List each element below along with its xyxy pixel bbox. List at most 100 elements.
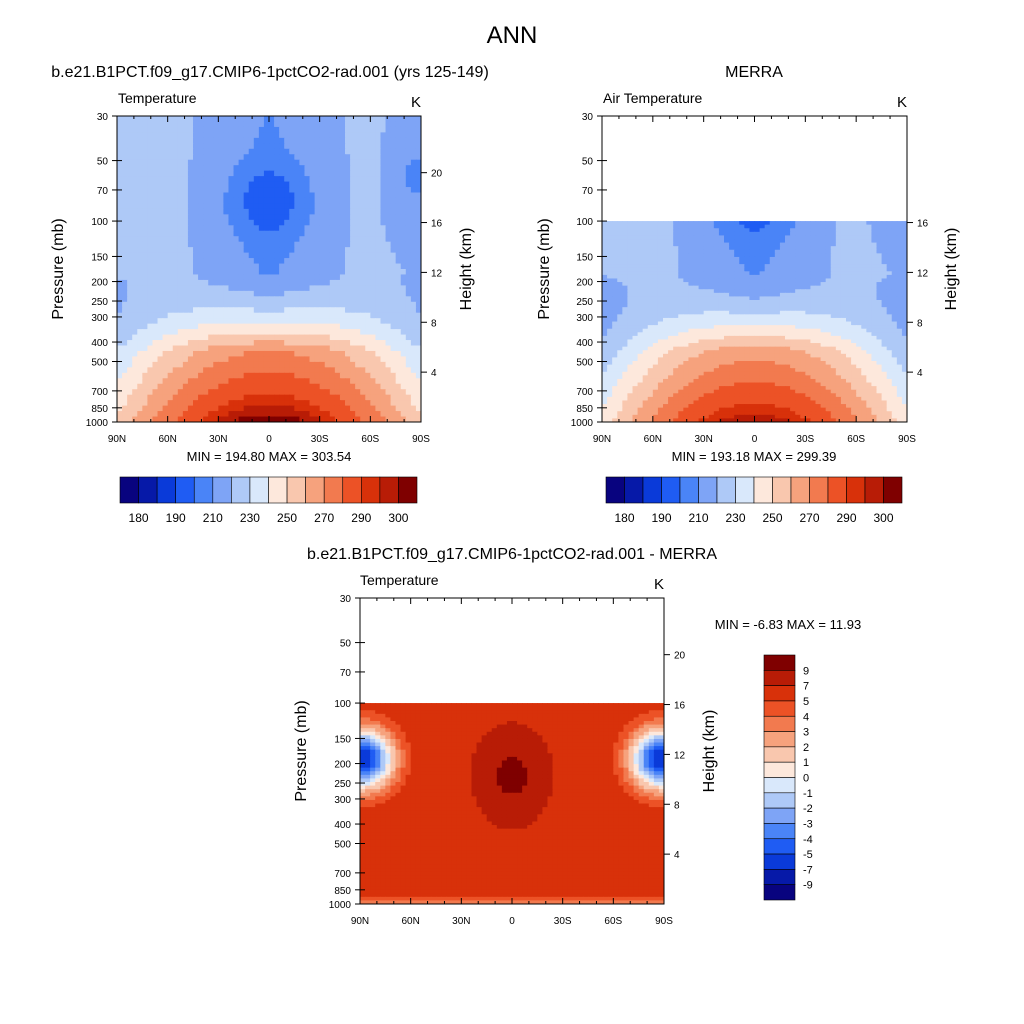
contour-cell — [861, 253, 867, 258]
contour-cell — [193, 154, 199, 161]
contour-cell — [294, 154, 300, 161]
contour-cell — [718, 267, 725, 272]
contour-cell — [233, 263, 240, 270]
contour-cell — [172, 143, 179, 150]
contour-cell — [835, 253, 842, 258]
contour-cell — [657, 253, 664, 258]
contour-cell — [203, 263, 209, 270]
contour-cell — [162, 372, 169, 379]
contour-cell — [329, 176, 336, 183]
contour-cell — [647, 256, 654, 262]
contour-cell — [263, 405, 270, 412]
contour-cell — [253, 389, 260, 396]
min-max-text: MIN = 194.80 MAX = 303.54 — [187, 449, 352, 464]
contour-cell — [319, 154, 326, 161]
contour-cell — [147, 181, 154, 188]
contour-cell — [415, 159, 421, 166]
contour-cell — [299, 323, 306, 330]
contour-cell — [193, 290, 199, 297]
contour-cell — [319, 219, 326, 226]
contour-cell — [415, 307, 421, 314]
contour-cell — [886, 292, 893, 298]
contour-cell — [167, 345, 174, 352]
contour-cell — [289, 236, 295, 243]
contour-cell — [304, 329, 311, 336]
contour-cell — [218, 230, 224, 237]
contour-cell — [258, 279, 265, 286]
contour-cell — [365, 301, 371, 308]
contour-cell — [350, 116, 356, 123]
contour-cell — [749, 253, 756, 258]
contour-cell — [137, 203, 143, 210]
contour-cell — [866, 246, 873, 251]
contour-cell — [415, 378, 421, 385]
contour-cell — [718, 221, 725, 226]
contour-cell — [617, 292, 623, 298]
contour-cell — [213, 258, 219, 265]
contour-cell — [345, 252, 351, 259]
contour-cell — [886, 224, 893, 229]
contour-cell — [243, 416, 250, 422]
contour-cell — [203, 329, 209, 336]
contour-cell — [122, 296, 128, 303]
contour-cell — [790, 292, 796, 298]
contour-cell — [314, 148, 321, 155]
contour-cell — [825, 253, 832, 258]
contour-cell — [314, 274, 321, 281]
contour-cell — [142, 170, 148, 177]
contour-cell — [375, 350, 382, 358]
contour-cell — [871, 249, 878, 254]
contour-cell — [410, 400, 417, 407]
contour-cell — [137, 148, 143, 155]
contour-cell — [172, 192, 179, 199]
contour-cell — [627, 221, 634, 226]
contour-cell — [410, 159, 417, 166]
contour-cell — [177, 225, 184, 232]
contour-cell — [213, 143, 219, 150]
contour-cell — [617, 274, 623, 280]
contour-cell — [764, 271, 771, 276]
contour-cell — [339, 285, 346, 292]
contour-cell — [218, 132, 224, 139]
contour-cell — [182, 269, 189, 276]
contour-cell — [385, 356, 392, 363]
contour-cell — [622, 300, 629, 305]
contour-cell — [350, 334, 356, 341]
contour-cell — [284, 416, 290, 422]
contour-cell — [688, 278, 695, 283]
contour-cell — [365, 323, 371, 330]
contour-cell — [334, 181, 341, 188]
contour-cell — [617, 260, 623, 265]
contour-cell — [683, 264, 690, 269]
contour-cell — [324, 170, 331, 177]
contour-cell — [187, 159, 194, 166]
contour-cell — [861, 285, 867, 290]
contour-cell — [729, 300, 735, 305]
contour-cell — [314, 389, 321, 396]
contour-cell — [769, 282, 776, 287]
contour-cell — [218, 165, 224, 172]
contour-cell — [405, 165, 412, 172]
contour-cell — [759, 221, 766, 226]
contour-cell — [274, 176, 280, 183]
contour-cell — [289, 208, 295, 215]
contour-cell — [805, 278, 812, 283]
contour-cell — [642, 224, 649, 229]
contour-cell — [213, 312, 219, 319]
contour-cell — [749, 303, 756, 308]
contour-cell — [147, 258, 154, 265]
contour-cell — [637, 235, 644, 240]
contour-cell — [607, 235, 613, 240]
contour-cell — [213, 416, 219, 422]
contour-cell — [395, 165, 402, 172]
contour-cell — [622, 231, 629, 237]
contour-cell — [749, 296, 756, 301]
contour-cell — [147, 312, 154, 319]
contour-cell — [800, 239, 806, 244]
contour-cell — [182, 372, 189, 379]
contour-cell — [769, 228, 776, 233]
contour-cell — [647, 239, 654, 244]
contour-cell — [248, 236, 255, 243]
contour-cell — [238, 241, 245, 248]
contour-cell — [395, 258, 402, 265]
